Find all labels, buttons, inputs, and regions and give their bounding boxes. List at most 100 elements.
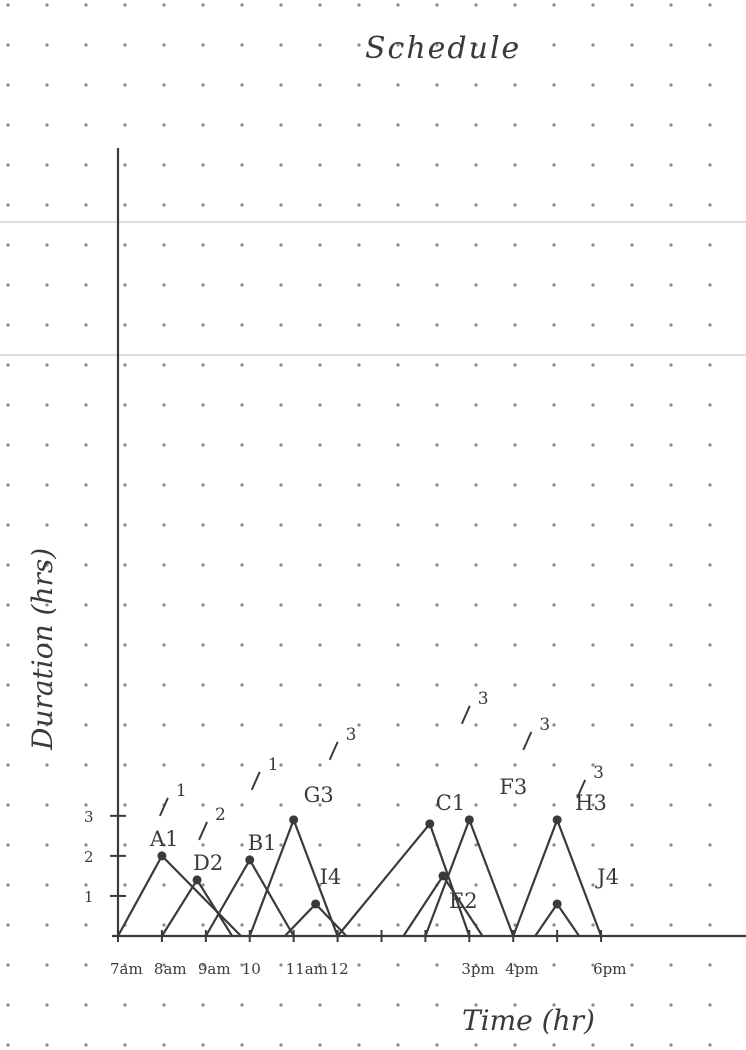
grid-dot bbox=[552, 243, 556, 247]
grid-dot bbox=[357, 323, 361, 327]
grid-dot bbox=[279, 283, 283, 287]
grid-dot bbox=[591, 603, 595, 607]
grid-dot bbox=[240, 483, 244, 487]
peak-label-b1: B1 bbox=[248, 831, 277, 855]
grid-dot bbox=[45, 843, 49, 847]
grid-dot bbox=[396, 323, 400, 327]
grid-dot bbox=[84, 203, 88, 207]
grid-dot bbox=[84, 443, 88, 447]
grid-dot bbox=[279, 203, 283, 207]
grid-dot bbox=[435, 283, 439, 287]
grid-dot bbox=[630, 723, 634, 727]
grid-dot bbox=[474, 283, 478, 287]
grid-dot bbox=[630, 1043, 634, 1047]
grid-dot bbox=[591, 683, 595, 687]
grid-dot bbox=[123, 203, 127, 207]
x-tick-label: 7am bbox=[110, 960, 143, 978]
grid-dot bbox=[162, 523, 166, 527]
grid-dot bbox=[630, 483, 634, 487]
x-tick-label: 4pm bbox=[505, 960, 538, 978]
grid-dot bbox=[669, 243, 673, 247]
grid-dot bbox=[279, 123, 283, 127]
annotation-stroke bbox=[250, 771, 261, 791]
series-line-h3 bbox=[512, 818, 603, 937]
peak-point-h3 bbox=[552, 815, 562, 825]
grid-dot bbox=[669, 163, 673, 167]
grid-dot bbox=[318, 243, 322, 247]
grid-dot bbox=[201, 203, 205, 207]
grid-dot bbox=[357, 43, 361, 47]
grid-dot bbox=[45, 883, 49, 887]
grid-dot bbox=[318, 3, 322, 7]
grid-dot bbox=[84, 243, 88, 247]
grid-dot bbox=[669, 403, 673, 407]
grid-dot bbox=[591, 83, 595, 87]
grid-dot bbox=[318, 603, 322, 607]
grid-dot bbox=[6, 843, 10, 847]
grid-dot bbox=[630, 403, 634, 407]
annotation-stroke bbox=[522, 731, 533, 751]
peak-point-c1 bbox=[425, 819, 435, 829]
axes bbox=[112, 148, 746, 938]
grid-dot bbox=[162, 43, 166, 47]
grid-dot bbox=[552, 123, 556, 127]
grid-dot bbox=[708, 203, 712, 207]
grid-dot bbox=[357, 483, 361, 487]
grid-dot bbox=[123, 843, 127, 847]
grid-dot bbox=[240, 683, 244, 687]
grid-dot bbox=[708, 363, 712, 367]
grid-dot bbox=[630, 523, 634, 527]
grid-dot bbox=[279, 523, 283, 527]
grid-dot bbox=[513, 1043, 517, 1047]
grid-dot bbox=[84, 1003, 88, 1007]
grid-dot bbox=[201, 723, 205, 727]
grid-dot bbox=[669, 843, 673, 847]
grid-dot bbox=[435, 43, 439, 47]
grid-dot bbox=[708, 883, 712, 887]
grid-dot bbox=[513, 443, 517, 447]
grid-dot bbox=[6, 923, 10, 927]
grid-dot bbox=[513, 883, 517, 887]
peak-point-d2 bbox=[192, 875, 202, 885]
grid-dot bbox=[513, 723, 517, 727]
grid-dot bbox=[708, 3, 712, 7]
grid-dot bbox=[474, 403, 478, 407]
grid-dot bbox=[240, 43, 244, 47]
grid-dot bbox=[474, 323, 478, 327]
x-axis-title: Time (hr) bbox=[462, 1004, 595, 1037]
grid-dot bbox=[552, 843, 556, 847]
grid-dot bbox=[45, 1043, 49, 1047]
grid-dot bbox=[162, 443, 166, 447]
annotation-a1: 1 bbox=[176, 781, 187, 801]
grid-dot bbox=[435, 123, 439, 127]
grid-dot bbox=[240, 923, 244, 927]
grid-dot bbox=[240, 403, 244, 407]
grid-dot bbox=[513, 43, 517, 47]
x-tick-label: 8am bbox=[154, 960, 187, 978]
grid-dot bbox=[708, 323, 712, 327]
annotation-stroke bbox=[328, 741, 339, 761]
grid-dot bbox=[279, 1043, 283, 1047]
grid-dot bbox=[123, 43, 127, 47]
x-tick-label: 10 bbox=[242, 960, 261, 978]
grid-dot bbox=[240, 323, 244, 327]
grid-dot bbox=[396, 603, 400, 607]
grid-dot bbox=[240, 163, 244, 167]
grid-dot bbox=[123, 803, 127, 807]
grid-dot bbox=[357, 403, 361, 407]
grid-dot bbox=[357, 3, 361, 7]
grid-dot bbox=[474, 683, 478, 687]
grid-dot bbox=[669, 923, 673, 927]
ruled-lines bbox=[0, 221, 746, 356]
grid-dot bbox=[552, 963, 556, 967]
grid-dot bbox=[162, 723, 166, 727]
grid-dot bbox=[162, 883, 166, 887]
grid-dot bbox=[396, 523, 400, 527]
grid-dot bbox=[552, 3, 556, 7]
grid-dot bbox=[435, 923, 439, 927]
grid-dot bbox=[123, 243, 127, 247]
grid-dot bbox=[45, 203, 49, 207]
grid-dot bbox=[474, 1043, 478, 1047]
grid-dot bbox=[123, 323, 127, 327]
grid-dot bbox=[708, 963, 712, 967]
